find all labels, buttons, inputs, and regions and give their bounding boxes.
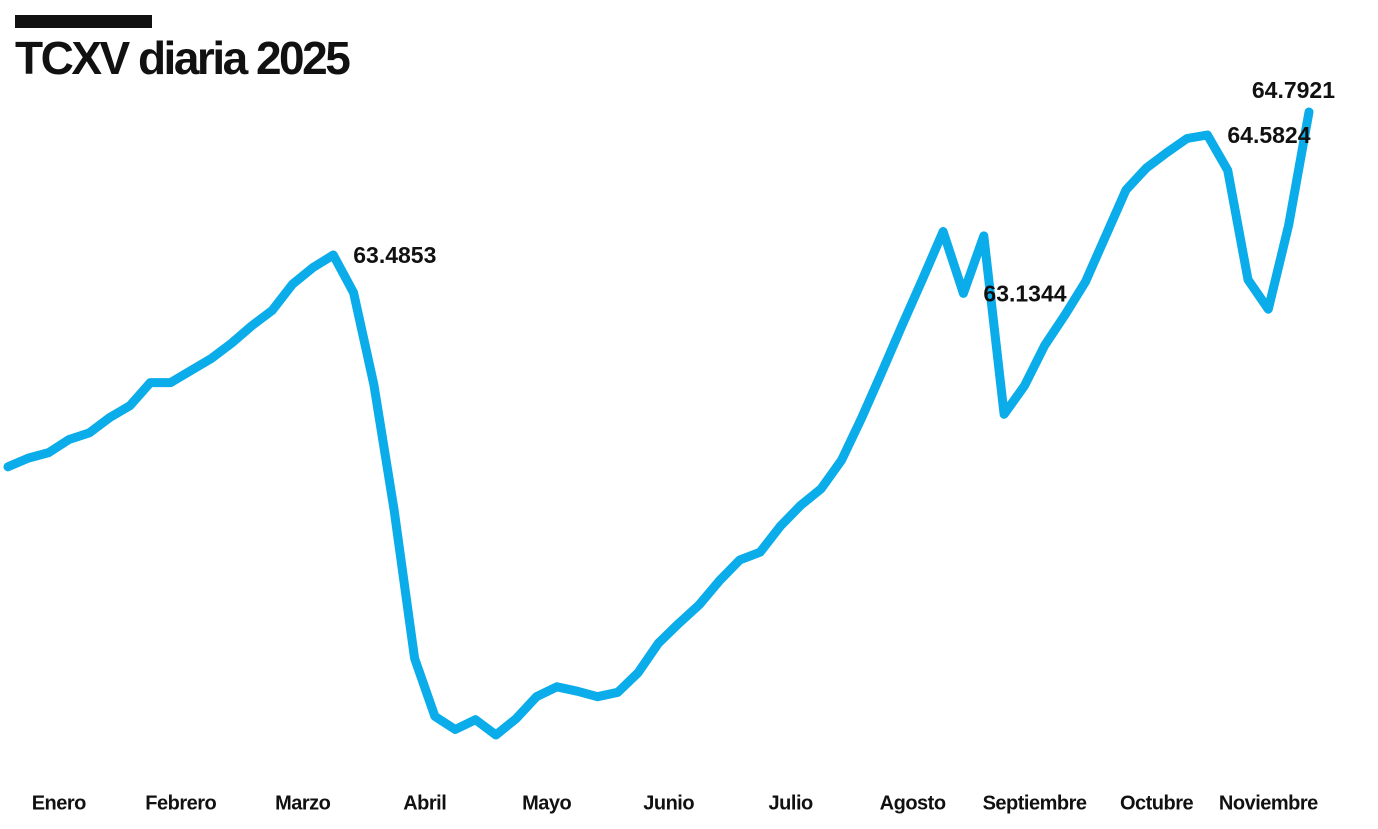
chart-title: TCXV diaria 2025 [15,32,350,84]
x-tick-label: Abril [403,792,446,814]
x-tick-label: Mayo [522,792,571,814]
data-label: 63.1344 [983,281,1066,307]
data-label: 63.4853 [353,242,436,268]
x-tick-label: Julio [769,792,813,814]
title-bar [15,15,152,28]
x-tick-label: Febrero [145,792,216,814]
x-tick-label: Septiembre [983,792,1087,814]
x-tick-label: Enero [32,792,86,814]
x-tick-label: Marzo [275,792,331,814]
x-tick-label: Noviembre [1219,792,1318,814]
series-line [3,107,1314,740]
x-tick-label: Agosto [880,792,946,814]
data-label: 64.5824 [1227,122,1310,148]
x-tick-label: Octubre [1120,792,1194,814]
x-tick-label: Junio [643,792,694,814]
data-label: 64.7921 [1252,77,1335,103]
